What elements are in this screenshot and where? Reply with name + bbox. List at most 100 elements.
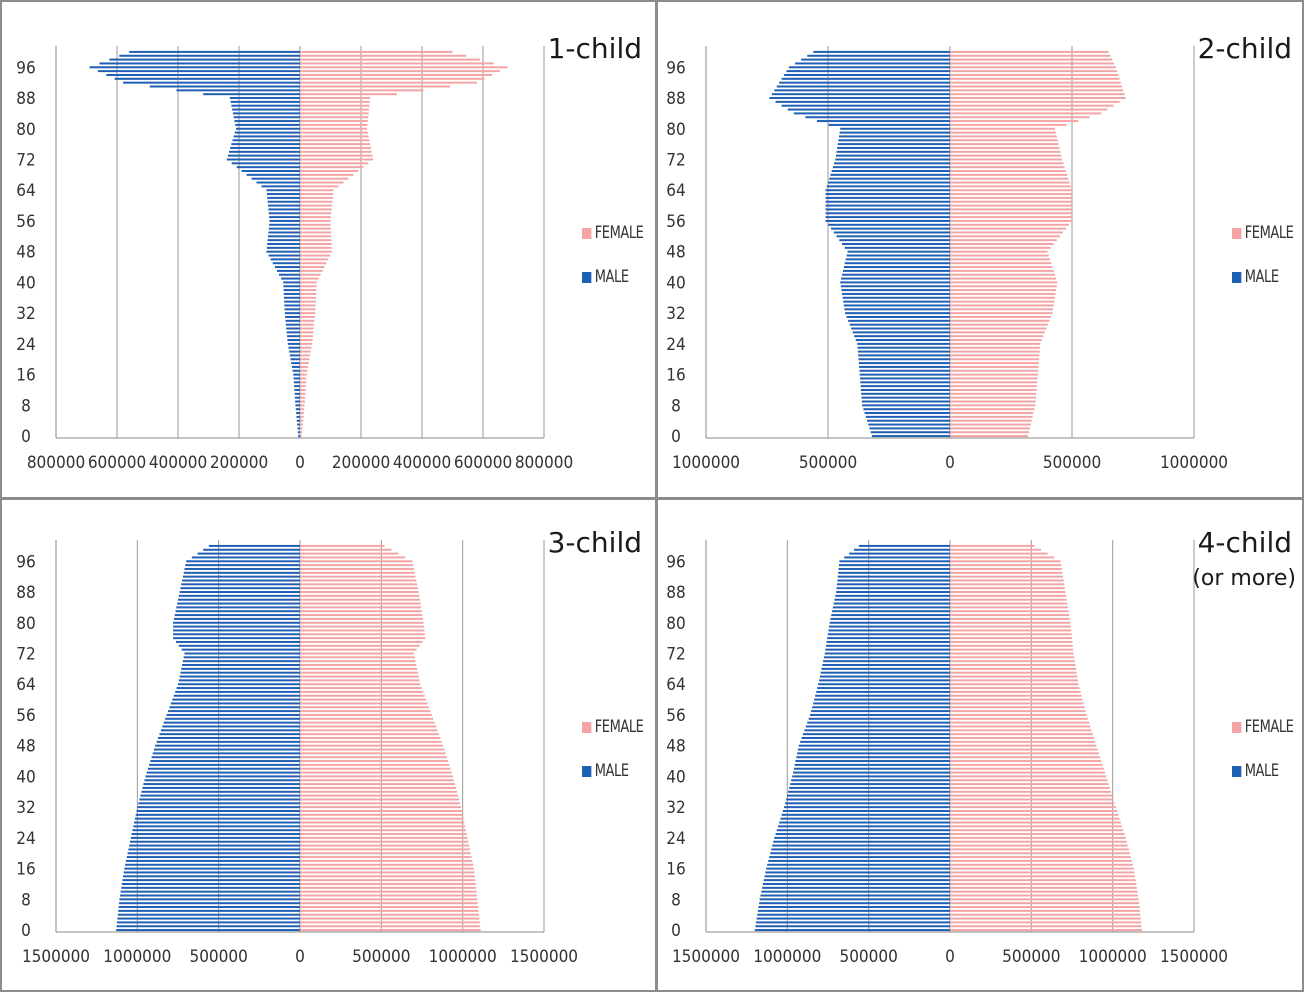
bar-female <box>950 783 1109 786</box>
bar-male <box>176 687 300 690</box>
bar-male <box>182 575 300 578</box>
bar-male <box>814 698 950 701</box>
bar-female <box>300 809 462 812</box>
x-tick-label: 500000 <box>1002 947 1060 967</box>
bar-female <box>950 929 1142 932</box>
bar-male <box>869 427 950 430</box>
bar-female <box>300 867 475 870</box>
y-tick-label: 0 <box>21 427 31 447</box>
bar-female <box>950 560 1061 563</box>
bar-male <box>810 713 950 716</box>
bar-female <box>300 614 423 617</box>
bar-female <box>300 579 417 582</box>
bar-female <box>300 392 306 395</box>
bar-female <box>950 308 1054 311</box>
bar-female <box>950 431 1029 434</box>
chart-title: 1-child <box>547 32 642 65</box>
bar-male <box>861 392 950 395</box>
bar-female <box>950 882 1137 885</box>
y-tick-label: 48 <box>16 737 35 757</box>
bar-female <box>950 177 1069 180</box>
bar-male <box>251 177 300 180</box>
bar-female <box>950 617 1070 620</box>
bar-male <box>173 694 300 697</box>
bar-male <box>843 300 950 303</box>
bar-male <box>117 917 300 920</box>
bar-female <box>950 277 1057 280</box>
bar-female <box>950 848 1129 851</box>
bar-male <box>761 890 950 893</box>
bar-male <box>147 767 300 770</box>
y-tick-label: 16 <box>666 366 685 386</box>
bar-male <box>839 560 950 563</box>
bar-male <box>757 909 950 912</box>
bar-female <box>300 844 470 847</box>
legend-item-female: FEMALE <box>1232 222 1294 244</box>
bar-female <box>300 875 475 878</box>
bar-male <box>790 783 950 786</box>
bar-female <box>950 227 1066 230</box>
bar-female <box>300 660 416 663</box>
bar-female <box>950 104 1114 107</box>
bar-female <box>950 296 1055 299</box>
bar-male <box>764 875 950 878</box>
bar-female <box>300 50 453 53</box>
y-tick-label: 8 <box>21 396 31 416</box>
bar-female <box>950 419 1032 422</box>
bar-male <box>762 882 950 885</box>
bar-female <box>950 223 1069 226</box>
bar-male <box>154 748 300 751</box>
bar-male <box>771 848 950 851</box>
bar-female <box>950 193 1072 196</box>
bar-male <box>795 760 950 763</box>
bar-male <box>828 629 950 632</box>
bar-female <box>300 62 494 65</box>
bar-female <box>300 227 331 230</box>
bar-female <box>950 58 1113 61</box>
bar-male <box>832 606 950 609</box>
bar-female <box>300 196 333 199</box>
y-tick-label: 88 <box>16 89 35 109</box>
bar-female <box>300 863 474 866</box>
bar-male <box>805 116 950 119</box>
bar-female <box>950 362 1039 365</box>
bar-male <box>296 419 300 422</box>
bar-female <box>300 177 349 180</box>
y-tick-label: 24 <box>16 829 35 849</box>
bar-female <box>300 292 317 295</box>
bar-male <box>812 706 950 709</box>
bar-male <box>232 112 300 115</box>
bar-male <box>854 335 950 338</box>
y-tick-label: 88 <box>666 583 685 603</box>
x-tick-label: 1000000 <box>672 453 740 473</box>
bar-male <box>813 50 950 53</box>
bar-female <box>950 583 1065 586</box>
bar-male <box>838 564 950 567</box>
legend-label-male: MALE <box>594 267 629 287</box>
bar-male <box>846 254 950 257</box>
bar-female <box>950 166 1065 169</box>
bar-female <box>300 583 418 586</box>
bar-female <box>950 779 1108 782</box>
bar-male <box>130 840 300 843</box>
bar-male <box>826 640 950 643</box>
bar-female <box>300 813 463 816</box>
bar-female <box>950 73 1119 76</box>
x-tick-label: 500000 <box>189 947 247 967</box>
bar-male <box>285 319 300 322</box>
bar-female <box>950 304 1054 307</box>
y-tick-label: 32 <box>16 304 35 324</box>
bar-male <box>760 894 950 897</box>
bar-female <box>950 710 1086 713</box>
x-tick-label: 600000 <box>88 453 146 473</box>
bar-female <box>300 679 420 682</box>
bar-male <box>842 296 950 299</box>
bar-female <box>300 377 307 380</box>
bar-female <box>950 70 1118 73</box>
bar-female <box>950 342 1041 345</box>
bar-female <box>300 404 305 407</box>
bar-male <box>288 346 300 349</box>
bar-female <box>950 108 1108 111</box>
legend: FEMALE MALE <box>582 222 652 310</box>
bar-female <box>950 373 1038 376</box>
